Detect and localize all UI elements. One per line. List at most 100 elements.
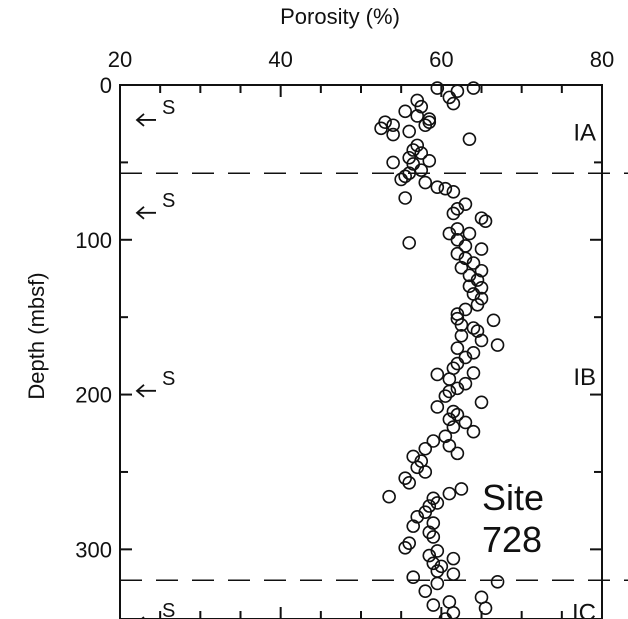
data-point <box>438 429 453 444</box>
data-point <box>474 395 489 410</box>
left-arrow-head-icon <box>135 113 145 127</box>
data-point <box>446 567 461 581</box>
data-point <box>446 551 461 566</box>
data-point <box>418 441 433 456</box>
site-number: 728 <box>482 519 542 560</box>
unit-label: IA <box>573 119 596 146</box>
data-point <box>422 154 437 168</box>
data-point <box>422 548 437 563</box>
x-tick-label: 20 <box>108 47 132 72</box>
data-point <box>430 544 445 558</box>
y-tick-label: 300 <box>75 537 112 562</box>
data-point <box>466 366 481 380</box>
data-point <box>426 516 441 530</box>
data-point <box>386 127 400 142</box>
data-point <box>430 81 445 95</box>
unit-label: IC <box>572 599 596 619</box>
data-point <box>438 389 453 403</box>
data-point <box>410 138 425 153</box>
data-point <box>406 570 421 585</box>
x-tick-label: 40 <box>268 47 292 72</box>
data-point <box>478 214 493 229</box>
data-point <box>454 482 469 496</box>
s-label: S <box>162 600 175 619</box>
data-point <box>450 222 465 236</box>
data-point <box>414 146 429 160</box>
data-point <box>486 313 501 328</box>
data-point <box>438 181 453 196</box>
left-arrow-head-icon <box>135 384 145 398</box>
data-point <box>470 324 485 338</box>
data-point <box>422 115 437 129</box>
data-point <box>466 81 481 95</box>
data-point <box>418 584 433 598</box>
data-point <box>450 446 465 461</box>
data-point <box>450 202 465 216</box>
s-label: S <box>162 97 175 119</box>
data-point <box>490 338 505 352</box>
unit-label: IB <box>573 364 596 391</box>
s-markers: S S S S <box>135 97 175 619</box>
data-point <box>450 84 465 98</box>
data-point <box>398 191 412 205</box>
data-point <box>430 496 445 510</box>
y-tick-label: 100 <box>75 228 112 253</box>
x-tick-label: 80 <box>590 47 614 72</box>
data-point <box>466 345 481 360</box>
data-point <box>446 185 461 199</box>
data-point <box>446 420 461 434</box>
data-point <box>426 434 441 448</box>
data-point <box>430 180 445 194</box>
data-point <box>466 424 481 439</box>
data-point <box>402 124 417 139</box>
plot-frame <box>119 84 603 619</box>
data-point <box>474 333 489 348</box>
y-tick-label: 0 <box>100 73 112 98</box>
data-point <box>454 260 469 275</box>
data-point <box>458 197 473 211</box>
data-point <box>442 486 457 501</box>
data-point <box>410 460 425 475</box>
data-point <box>406 519 421 533</box>
data-point <box>446 96 461 111</box>
data-point <box>466 321 481 335</box>
data-point <box>426 556 441 571</box>
data-point <box>446 206 461 221</box>
x-axis-title: Porosity (%) <box>280 4 400 29</box>
s-label: S <box>162 368 175 390</box>
site-label: Site <box>482 477 544 518</box>
x-tick-label: 60 <box>429 47 453 72</box>
data-point <box>402 475 417 490</box>
data-point <box>462 268 477 283</box>
data-point <box>398 104 412 119</box>
data-point <box>450 341 465 355</box>
y-tick-label: 200 <box>75 383 112 408</box>
data-point <box>406 143 421 157</box>
data-point <box>450 246 465 261</box>
data-point <box>466 256 481 270</box>
data-point <box>442 384 457 399</box>
data-point <box>474 211 489 225</box>
data-point <box>418 505 433 520</box>
data-point <box>434 559 449 574</box>
data-point <box>454 328 469 343</box>
data-point <box>410 510 425 524</box>
data-point <box>398 169 412 184</box>
data-points <box>374 81 505 619</box>
data-point <box>490 575 505 589</box>
data-point <box>446 606 461 619</box>
data-point <box>474 263 489 278</box>
data-point <box>458 415 473 430</box>
data-point <box>450 407 465 422</box>
data-point <box>450 356 465 371</box>
data-point <box>430 367 445 382</box>
data-point <box>402 236 417 250</box>
data-point <box>418 465 433 479</box>
data-point <box>462 226 477 241</box>
data-point <box>442 438 457 453</box>
data-point <box>394 172 408 187</box>
data-point <box>426 598 441 612</box>
data-point <box>418 118 433 133</box>
data-point <box>474 242 489 256</box>
